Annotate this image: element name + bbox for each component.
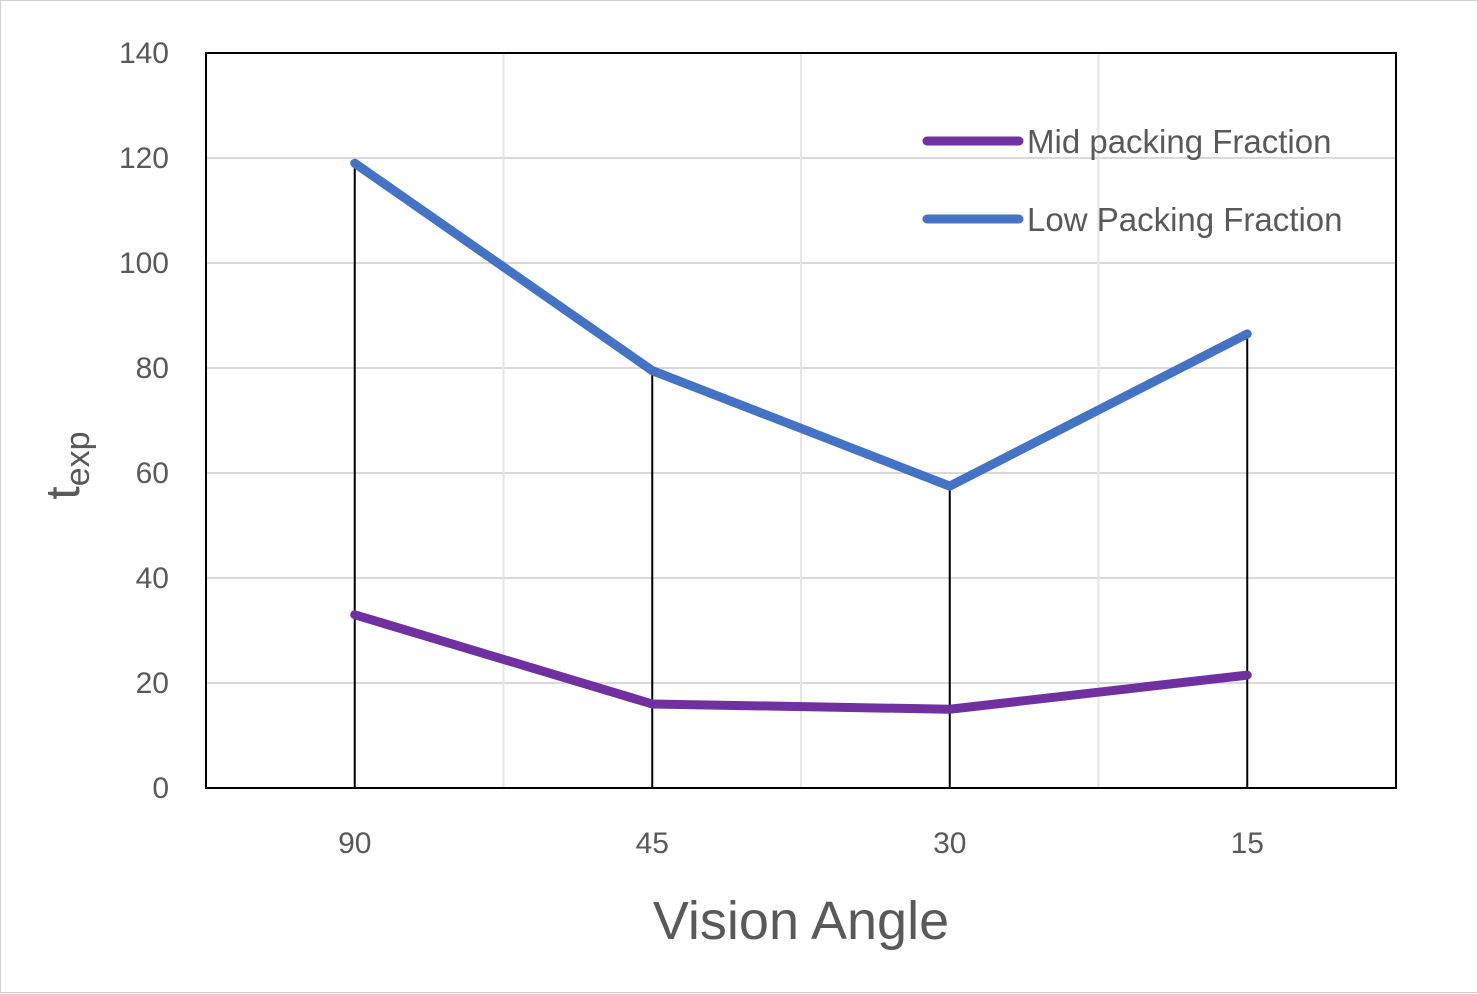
y-tick-label: 80 <box>136 352 169 385</box>
series-line-1 <box>350 610 1252 714</box>
series-line-2 <box>350 158 1252 491</box>
gridlines <box>206 53 1396 788</box>
y-axis-title: texp <box>37 431 97 499</box>
drop-lines <box>353 163 1249 788</box>
x-tick-label: 30 <box>933 827 966 860</box>
y-tick-label: 0 <box>152 772 169 805</box>
data-point <box>1245 673 1250 678</box>
data-point <box>352 161 357 166</box>
plot-area-border <box>205 52 1397 789</box>
y-tick-label: 20 <box>136 667 169 700</box>
y-tick-label: 40 <box>136 562 169 595</box>
y-axis-title-main: t <box>37 486 90 499</box>
data-point <box>650 368 655 373</box>
y-tick-labels: 0 20 40 60 80 100 120 140 <box>119 37 169 805</box>
legend-label: Low Packing Fraction <box>1027 201 1342 238</box>
y-tick-label: 120 <box>119 142 169 175</box>
data-point <box>650 702 655 706</box>
y-tick-label: 100 <box>119 247 169 280</box>
data-point <box>947 707 952 712</box>
data-point <box>1245 331 1250 336</box>
y-tick-label: 140 <box>119 37 169 70</box>
y-tick-label: 60 <box>136 457 169 490</box>
legend: Mid packing Fraction Low Packing Fraction <box>922 123 1342 238</box>
data-point <box>947 484 952 489</box>
legend-label: Mid packing Fraction <box>1027 123 1331 160</box>
x-axis-title: Vision Angle <box>653 891 949 951</box>
data-point <box>352 612 357 617</box>
x-tick-label: 90 <box>338 827 371 860</box>
series-lines <box>350 158 1252 714</box>
x-tick-labels: 90 45 30 15 <box>338 827 1264 860</box>
x-tick-label: 45 <box>636 827 669 860</box>
x-tick-label: 15 <box>1231 827 1264 860</box>
y-axis-title-subscript: exp <box>59 431 97 486</box>
